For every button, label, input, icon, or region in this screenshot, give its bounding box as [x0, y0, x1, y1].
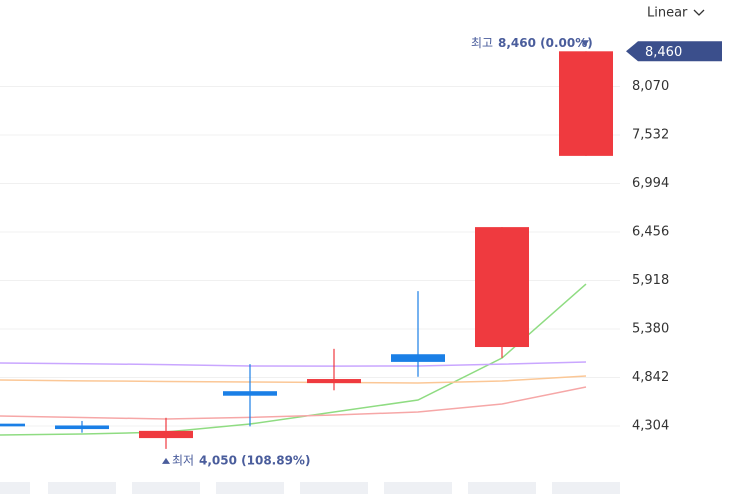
x-axis-placeholders [0, 482, 620, 494]
moving-average [0, 375, 587, 384]
candle-body [0, 423, 25, 427]
max-arrow [581, 40, 589, 47]
y-tick-label: 6,994 [632, 176, 669, 191]
y-tick-label: 4,304 [632, 419, 669, 434]
candle-body [391, 354, 445, 362]
price-tag [626, 41, 722, 62]
candle-body [55, 425, 109, 430]
dropdown-arrow[interactable] [693, 9, 705, 16]
min-arrow [162, 457, 170, 464]
y-tick-label: 4,842 [632, 370, 669, 385]
plot-area [0, 51, 620, 449]
min-prefix: 최저 [172, 453, 194, 467]
y-tick-label: 7,532 [632, 127, 669, 142]
candle-body [223, 391, 277, 396]
scale-selector[interactable]: Linear [647, 6, 688, 21]
candle-body [475, 227, 529, 348]
y-tick-label: 8,070 [632, 79, 669, 94]
y-tick-label: 6,456 [632, 224, 669, 239]
y-tick-label: 5,918 [632, 273, 669, 288]
max-prefix: 최고 [471, 36, 493, 50]
moving-average [0, 361, 587, 367]
candle-body [139, 430, 193, 439]
candle-body [559, 51, 613, 156]
y-tick-label: 5,380 [632, 321, 669, 336]
moving-average [0, 386, 587, 420]
max-value: 8,460 (0.00%) [498, 36, 593, 50]
min-value: 4,050 (108.89%) [199, 453, 310, 467]
price-tag-label: 8,460 [645, 45, 682, 60]
candle-body [307, 379, 361, 384]
